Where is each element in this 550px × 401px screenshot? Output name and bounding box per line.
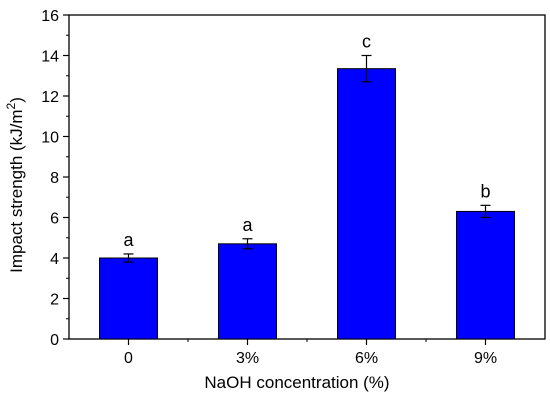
y-axis-title-main: Impact strength (kJ/m — [7, 109, 26, 272]
y-axis: 0 2 4 6 8 10 12 14 16 — [41, 8, 69, 349]
significance-label: a — [242, 215, 253, 235]
y-tick-label: 4 — [50, 251, 59, 268]
y-tick-label: 8 — [50, 170, 59, 187]
error-bars — [123, 54, 491, 263]
y-tick-label: 2 — [50, 292, 59, 309]
y-axis-title-superscript: 2 — [4, 102, 18, 109]
bars — [99, 68, 515, 340]
y-tick-label: 16 — [41, 8, 59, 25]
bar — [218, 243, 277, 340]
x-tick-label: 3% — [236, 350, 259, 367]
y-tick-label: 12 — [41, 89, 59, 106]
y-tick-label: 6 — [50, 211, 59, 228]
significance-labels: a a c b — [123, 32, 490, 250]
significance-label: b — [480, 181, 490, 201]
bar — [99, 257, 158, 340]
bar — [456, 210, 515, 340]
significance-label: a — [123, 230, 134, 250]
bar — [337, 68, 396, 340]
y-tick-label: 10 — [41, 130, 59, 147]
x-axis: 0 3% 6% 9% — [124, 339, 497, 367]
y-tick-label: 0 — [50, 332, 59, 349]
significance-label: c — [362, 32, 371, 52]
y-axis-title-suffix: ) — [7, 97, 26, 103]
x-tick-label: 6% — [355, 350, 378, 367]
x-tick-label: 0 — [124, 350, 133, 367]
x-axis-title: NaOH concentration (%) — [204, 373, 389, 392]
x-tick-label: 9% — [474, 350, 497, 367]
y-tick-label: 14 — [41, 49, 59, 66]
y-axis-title: Impact strength (kJ/m2) — [4, 97, 26, 273]
